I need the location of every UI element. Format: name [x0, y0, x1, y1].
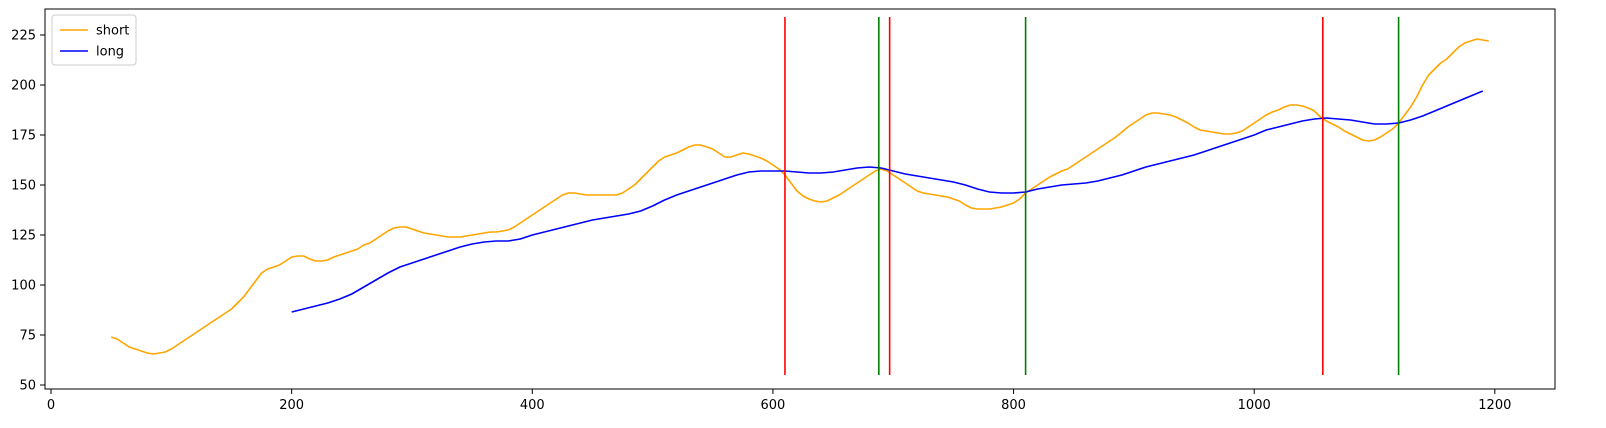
x-tick-label: 600 [761, 398, 786, 413]
legend-label-long: long [96, 45, 124, 60]
legend-box [51, 14, 137, 66]
y-tick-label: 100 [11, 279, 36, 294]
x-tick-label: 800 [1001, 398, 1026, 413]
y-axis: 50 75 100 125 150 175 200 225 [11, 29, 45, 394]
x-tick-label: 1200 [1478, 398, 1511, 413]
plot-frame [44, 8, 1556, 390]
legend: short long [51, 14, 137, 66]
x-tick-label: 0 [47, 398, 55, 413]
y-tick-label: 150 [11, 179, 36, 194]
x-tick-label: 400 [520, 398, 545, 413]
y-tick-label: 225 [11, 29, 36, 44]
x-axis: 0 200 400 600 800 1000 1200 [47, 389, 1511, 413]
plot-content [110, 17, 1489, 375]
series-line-short [110, 38, 1489, 355]
y-tick-label: 200 [11, 79, 36, 94]
x-tick-label: 1000 [1238, 398, 1271, 413]
y-tick-label: 50 [19, 379, 36, 394]
x-tick-label: 200 [279, 398, 304, 413]
y-tick-label: 125 [11, 229, 36, 244]
series-line-long [291, 90, 1484, 313]
y-tick-label: 75 [19, 329, 36, 344]
y-tick-label: 175 [11, 129, 36, 144]
legend-label-short: short [96, 24, 129, 39]
